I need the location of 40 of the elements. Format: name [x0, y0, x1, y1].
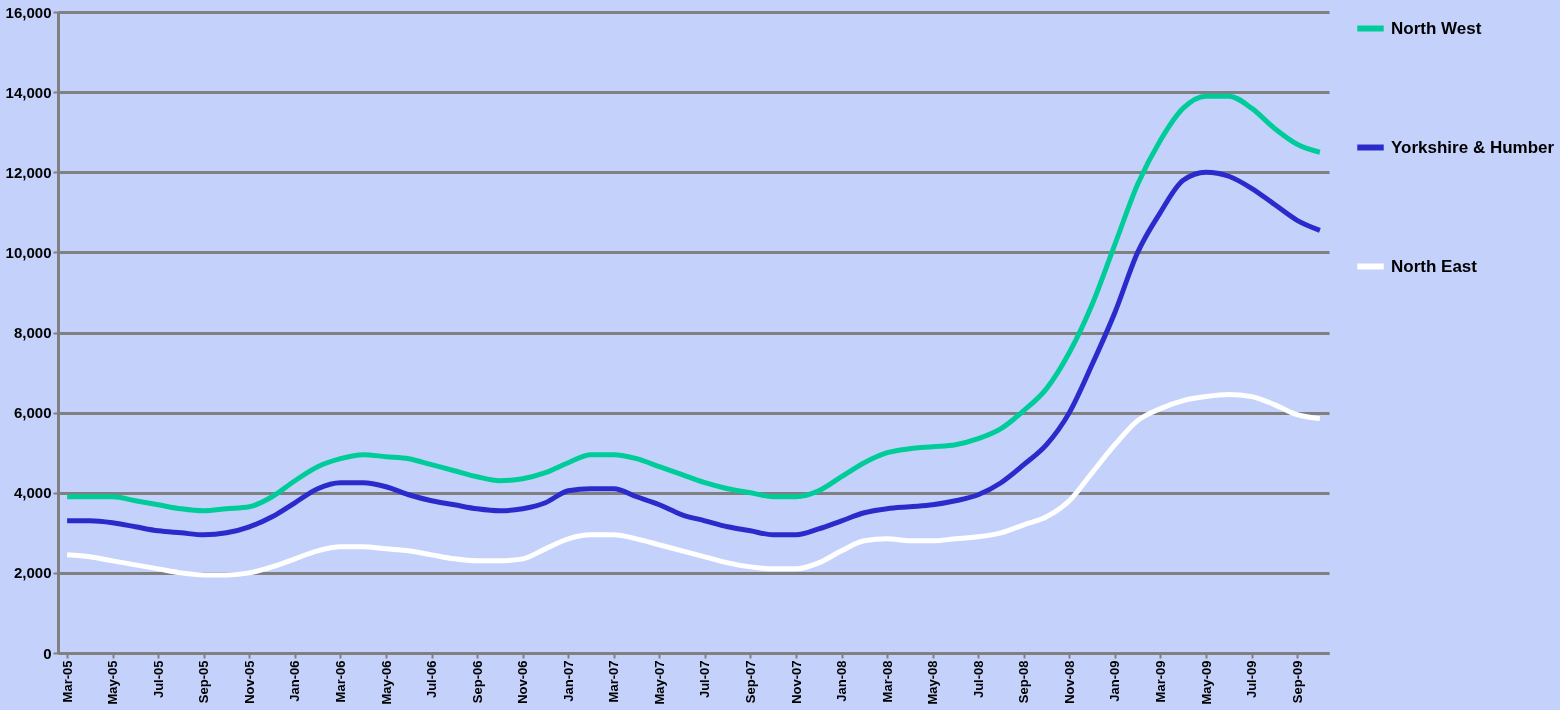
- y-tick-label: 2,000: [13, 564, 52, 582]
- x-tick-label: Jul-06: [424, 660, 440, 699]
- legend-label: Yorkshire & Humber: [1391, 137, 1555, 157]
- x-tick-label: Mar-07: [606, 660, 622, 703]
- x-tick-label: Jul-08: [970, 660, 986, 699]
- x-tick-label: Mar-05: [59, 660, 75, 703]
- legend-label: North East: [1391, 256, 1478, 276]
- x-tick-label: Jul-09: [1244, 660, 1260, 699]
- x-tick-label: Nov-08: [1061, 660, 1077, 704]
- x-tick-label: Jan-06: [287, 660, 303, 702]
- y-tick-label: 4,000: [13, 484, 52, 502]
- x-tick-label: Nov-05: [241, 660, 257, 704]
- x-tick-label: Jul-07: [697, 660, 713, 699]
- x-tick-label: Sep-06: [469, 660, 485, 704]
- y-tick-label: 12,000: [5, 163, 52, 181]
- x-tick-label: Sep-09: [1289, 660, 1305, 704]
- x-tick-label: Nov-06: [515, 660, 531, 704]
- y-tick-label: 6,000: [13, 404, 52, 422]
- y-tick-label: 8,000: [13, 324, 52, 341]
- x-tick-label: Sep-07: [742, 660, 758, 704]
- x-tick-label: Jan-08: [834, 660, 850, 702]
- x-tick-label: Jan-07: [560, 660, 576, 702]
- x-tick-label: Nov-07: [788, 660, 804, 704]
- legend-label: North West: [1391, 18, 1482, 38]
- y-tick-label: 10,000: [5, 243, 52, 261]
- x-tick-label: Jan-09: [1107, 660, 1123, 702]
- x-tick-label: Sep-08: [1016, 660, 1032, 704]
- y-tick-label: 16,000: [5, 3, 52, 21]
- y-tick-label: 0: [43, 644, 52, 662]
- y-tick-label: 14,000: [5, 83, 52, 101]
- x-tick-label: May-07: [651, 660, 667, 705]
- x-tick-label: Jul-05: [150, 660, 166, 699]
- x-tick-label: Mar-08: [879, 660, 895, 703]
- x-tick-label: Mar-09: [1152, 660, 1168, 703]
- x-tick-label: Mar-06: [332, 660, 348, 703]
- x-tick-label: May-05: [105, 660, 121, 705]
- x-tick-label: Sep-05: [196, 660, 212, 704]
- x-tick-label: May-08: [925, 660, 941, 705]
- x-tick-label: May-06: [378, 660, 394, 705]
- x-tick-label: May-09: [1198, 660, 1214, 705]
